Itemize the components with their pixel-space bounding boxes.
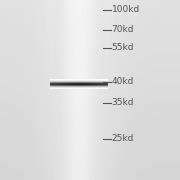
Text: 55kd: 55kd <box>112 43 134 52</box>
Text: 25kd: 25kd <box>112 134 134 143</box>
Text: 100kd: 100kd <box>112 5 140 14</box>
Text: 70kd: 70kd <box>112 25 134 34</box>
Text: 40kd: 40kd <box>112 77 134 86</box>
Text: 35kd: 35kd <box>112 98 134 107</box>
